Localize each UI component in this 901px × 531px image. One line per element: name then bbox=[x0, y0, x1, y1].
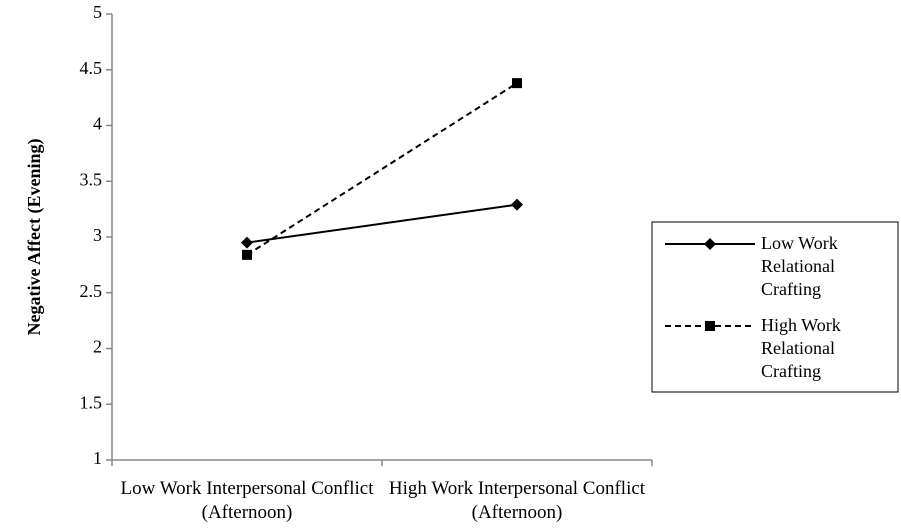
y-tick-label: 1 bbox=[93, 448, 102, 468]
y-tick-label: 3 bbox=[93, 225, 102, 245]
legend-marker bbox=[705, 321, 715, 331]
y-axis-label: Negative Affect (Evening) bbox=[24, 139, 45, 336]
legend-box bbox=[651, 221, 899, 393]
series-line bbox=[246, 82, 518, 256]
legend-label: High Work Relational Crafting bbox=[761, 315, 841, 381]
y-tick-label: 4.5 bbox=[80, 58, 103, 78]
y-tick-label: 3.5 bbox=[80, 169, 103, 189]
y-tick-label: 2.5 bbox=[80, 281, 103, 301]
y-tick-label: 1.5 bbox=[80, 392, 103, 412]
marker bbox=[512, 78, 522, 89]
y-tick-label: 4 bbox=[93, 114, 102, 134]
y-tick-label: 5 bbox=[93, 2, 102, 22]
marker bbox=[511, 198, 523, 211]
y-tick-label: 2 bbox=[93, 337, 102, 357]
marker bbox=[242, 249, 252, 260]
series-line bbox=[246, 203, 518, 244]
legend-label: Low Work Relational Crafting bbox=[761, 233, 838, 299]
x-tick-label: Low Work Interpersonal Conflict (Afterno… bbox=[120, 478, 374, 523]
legend-marker bbox=[704, 238, 716, 250]
x-tick-label: High Work Interpersonal Conflict (Aftern… bbox=[388, 478, 646, 523]
marker bbox=[241, 236, 253, 249]
